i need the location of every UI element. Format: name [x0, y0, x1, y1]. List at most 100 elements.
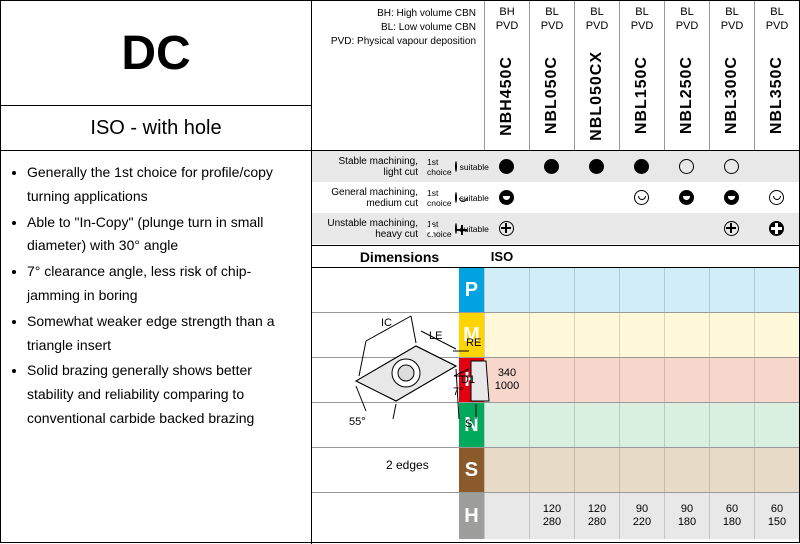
iso-cell [664, 448, 709, 492]
machining-cell [529, 190, 574, 205]
feature-item: 7° clearance angle, less risk of chip-ja… [27, 260, 299, 308]
iso-cell [709, 403, 754, 447]
iso-cell: 60180 [709, 493, 754, 539]
grade-column: BHPVDNBH450C [484, 1, 529, 150]
iso-label: ISO [487, 246, 517, 267]
machining-icon [589, 159, 604, 174]
iso-cells: 3401000 [484, 358, 799, 402]
title-box: DC [1, 1, 311, 106]
machining-cell [709, 190, 754, 205]
grade-code: NBL350C [768, 56, 786, 134]
grade-column: BLPVDNBL250C [664, 1, 709, 150]
machining-icon [679, 159, 694, 174]
iso-letter: S [459, 448, 484, 492]
feature-item: Able to "In-Copy" (plunge turn in small … [27, 211, 299, 259]
grade-code: NBL050CX [588, 51, 606, 141]
iso-cell [754, 268, 799, 312]
machining-cells [484, 221, 799, 236]
iso-cell [529, 313, 574, 357]
machining-icon [544, 159, 559, 174]
grade-column: BLPVDNBL300C [709, 1, 754, 150]
machining-legend: 1st choicesuitable [424, 219, 484, 239]
grade-type: BLPVD [766, 1, 789, 41]
machining-cell [574, 190, 619, 205]
iso-cell [709, 358, 754, 402]
machining-cell [709, 221, 754, 236]
machining-cells [484, 159, 799, 174]
machining-icon [455, 223, 457, 234]
iso-cell [529, 403, 574, 447]
iso-cell [574, 403, 619, 447]
grade-column: BLPVD NBL350C [754, 1, 799, 150]
dimensions-label: Dimensions [312, 246, 487, 267]
machining-icon [455, 192, 457, 203]
machining-icon [499, 221, 514, 236]
grade-column: BLPVDNBL050CX [574, 1, 619, 150]
iso-cell: 90220 [619, 493, 664, 539]
iso-cell [754, 403, 799, 447]
iso-cells [484, 268, 799, 312]
iso-cell [529, 268, 574, 312]
iso-cell [619, 268, 664, 312]
machining-row: General machining,medium cut1st choicesu… [312, 182, 799, 213]
legend-bl: BL: Low volume CBN [320, 21, 476, 35]
machining-cell [754, 159, 799, 174]
dimensions-header: Dimensions ISO [312, 246, 799, 268]
iso-cell: 60150 [754, 493, 799, 539]
machining-row: Stable machining,light cut1st choicesuit… [312, 151, 799, 182]
product-title: DC [121, 26, 190, 81]
machining-icon [499, 159, 514, 174]
machining-label: Stable machining,light cut [312, 156, 424, 178]
grade-columns: BHPVDNBH450CBLPVDNBL050CBLPVDNBL050CXBLP… [484, 1, 799, 150]
iso-cell [574, 268, 619, 312]
iso-letter: M [459, 313, 484, 357]
iso-cell [619, 313, 664, 357]
iso-table: PMK3401000NSH120280120280902209018060180… [312, 268, 799, 539]
legend: BH: High volume CBN BL: Low volume CBN P… [312, 1, 484, 150]
machining-matrix: Stable machining,light cut1st choicesuit… [312, 151, 799, 246]
machining-label: Unstable machining,heavy cut [312, 218, 424, 240]
iso-cell: 120280 [574, 493, 619, 539]
iso-cell [484, 448, 529, 492]
machining-cell [529, 159, 574, 174]
iso-cell [754, 313, 799, 357]
right-column: BH: High volume CBN BL: Low volume CBN P… [311, 1, 799, 544]
iso-cells [484, 448, 799, 492]
iso-row: P [312, 268, 799, 313]
iso-cell [664, 313, 709, 357]
iso-row: K3401000 [312, 358, 799, 403]
iso-cells [484, 313, 799, 357]
machining-icon [455, 161, 457, 172]
grade-code: NBH450C [498, 56, 516, 136]
machining-cell [574, 159, 619, 174]
machining-icon [634, 190, 649, 205]
iso-letter: H [459, 493, 484, 539]
machining-icon [769, 190, 784, 205]
iso-letter: P [459, 268, 484, 312]
iso-cell [529, 358, 574, 402]
grade-column: BLPVDNBL150C [619, 1, 664, 150]
grade-code: NBL250C [678, 56, 696, 134]
iso-cell [574, 313, 619, 357]
machining-legend: 1st choicesuitable [424, 188, 484, 208]
machining-cell [619, 221, 664, 236]
machining-icon [769, 221, 784, 236]
iso-cell [574, 448, 619, 492]
iso-letter: K [459, 358, 484, 402]
iso-cell [484, 403, 529, 447]
iso-letter: N [459, 403, 484, 447]
machining-icon [634, 159, 649, 174]
subtitle: ISO - with hole [1, 106, 311, 151]
feature-item: Generally the 1st choice for profile/cop… [27, 161, 299, 209]
machining-cell [574, 221, 619, 236]
machining-label: General machining,medium cut [312, 187, 424, 209]
grade-code: NBL300C [723, 56, 741, 134]
iso-cell [754, 448, 799, 492]
machining-cell [484, 190, 529, 205]
iso-cell [484, 493, 529, 539]
machining-cell [754, 190, 799, 205]
iso-cells [484, 403, 799, 447]
legend-pvd: PVD: Physical vapour deposition [320, 35, 476, 49]
machining-cell [619, 190, 664, 205]
machining-cell [484, 159, 529, 174]
